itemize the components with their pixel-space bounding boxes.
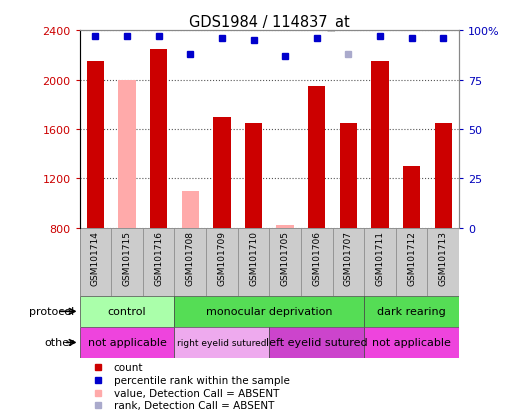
Text: count: count [114,362,143,372]
Text: control: control [108,306,146,316]
Text: right eyelid sutured: right eyelid sutured [177,338,267,347]
Bar [308,86,325,228]
Bar [238,228,269,296]
Text: GSM101709: GSM101709 [218,230,226,285]
Bar [119,80,135,228]
Text: GSM101715: GSM101715 [123,230,131,285]
Bar [80,228,111,296]
Bar [80,296,174,327]
Title: GDS1984 / 114837_at: GDS1984 / 114837_at [189,15,350,31]
Bar [80,327,174,358]
Text: not applicable: not applicable [88,337,166,348]
Bar [332,228,364,296]
Text: GSM101705: GSM101705 [281,230,290,285]
Bar [206,228,238,296]
Bar [364,327,459,358]
Bar [364,296,459,327]
Text: GSM101711: GSM101711 [376,230,385,285]
Text: GSM101713: GSM101713 [439,230,448,285]
Bar [371,62,389,228]
Bar [174,296,364,327]
Text: protocol: protocol [29,306,74,316]
Text: left eyelid sutured: left eyelid sutured [266,337,368,348]
Text: GSM101706: GSM101706 [312,230,321,285]
Bar [435,123,452,228]
Bar [174,327,269,358]
Bar [427,228,459,296]
Text: percentile rank within the sample: percentile rank within the sample [114,375,289,385]
Bar [245,123,262,228]
Text: GSM101707: GSM101707 [344,230,353,285]
Text: GSM101708: GSM101708 [186,230,195,285]
Bar [269,327,364,358]
Bar [213,117,230,228]
Text: monocular deprivation: monocular deprivation [206,306,332,316]
Text: value, Detection Call = ABSENT: value, Detection Call = ABSENT [114,388,279,398]
Bar [143,228,174,296]
Bar [364,228,396,296]
Text: GSM101716: GSM101716 [154,230,163,285]
Text: GSM101710: GSM101710 [249,230,258,285]
Bar [403,167,420,228]
Bar [340,123,357,228]
Bar [182,191,199,228]
Bar [301,228,332,296]
Text: dark rearing: dark rearing [377,306,446,316]
Bar [87,62,104,228]
Text: GSM101714: GSM101714 [91,230,100,285]
Bar [277,226,294,228]
Text: GSM101712: GSM101712 [407,230,416,285]
Text: other: other [45,337,74,348]
Bar [269,228,301,296]
Text: not applicable: not applicable [372,337,451,348]
Bar [174,228,206,296]
Bar [396,228,427,296]
Bar [150,50,167,228]
Text: rank, Detection Call = ABSENT: rank, Detection Call = ABSENT [114,400,274,410]
Bar [111,228,143,296]
